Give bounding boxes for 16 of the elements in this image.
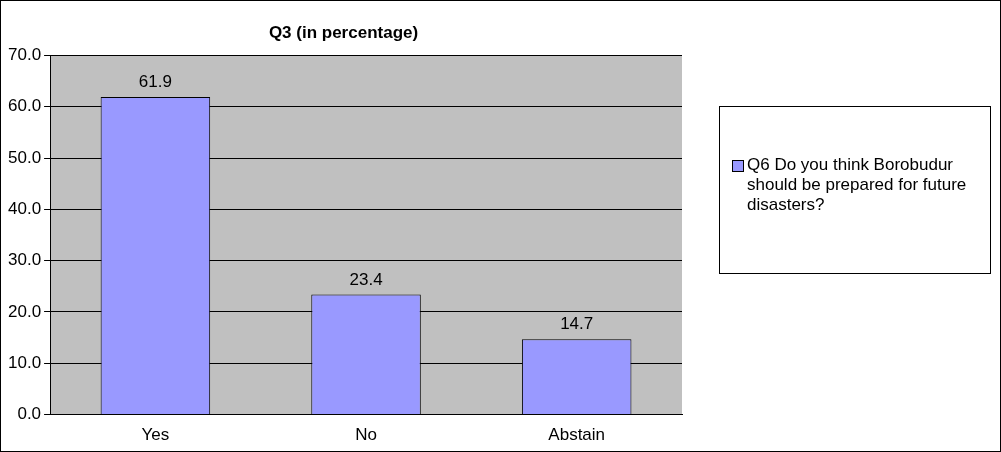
x-tick-label: No [355,425,377,445]
chart-title: Q3 (in percentage) [268,22,419,42]
x-tick-label: Yes [141,425,170,445]
data-label: 23.4 [349,269,383,289]
y-tick-label: 30.0 [7,250,42,270]
y-tick-label: 0.0 [17,404,42,424]
data-label: 14.7 [560,314,594,334]
y-tick-label: 10.0 [7,352,42,372]
y-tick-label: 20.0 [7,301,42,321]
x-tick-label: Abstain [548,425,606,445]
y-tick-label: 40.0 [7,199,42,219]
legend-label: Q6 Do you think Borobudur should be prepared for future disasters? [747,155,968,215]
y-tick-label: 60.0 [7,96,42,116]
y-tick-label: 70.0 [7,45,42,65]
y-tick-label: 50.0 [7,147,42,167]
data-label: 61.9 [138,72,172,92]
